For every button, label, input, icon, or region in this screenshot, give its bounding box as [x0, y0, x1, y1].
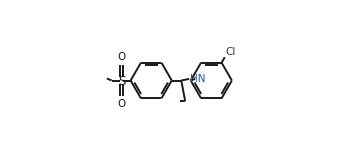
Text: O: O — [118, 52, 126, 62]
Text: O: O — [118, 99, 126, 109]
Text: S: S — [118, 75, 126, 88]
Text: HN: HN — [190, 74, 205, 84]
Text: Cl: Cl — [225, 47, 235, 57]
